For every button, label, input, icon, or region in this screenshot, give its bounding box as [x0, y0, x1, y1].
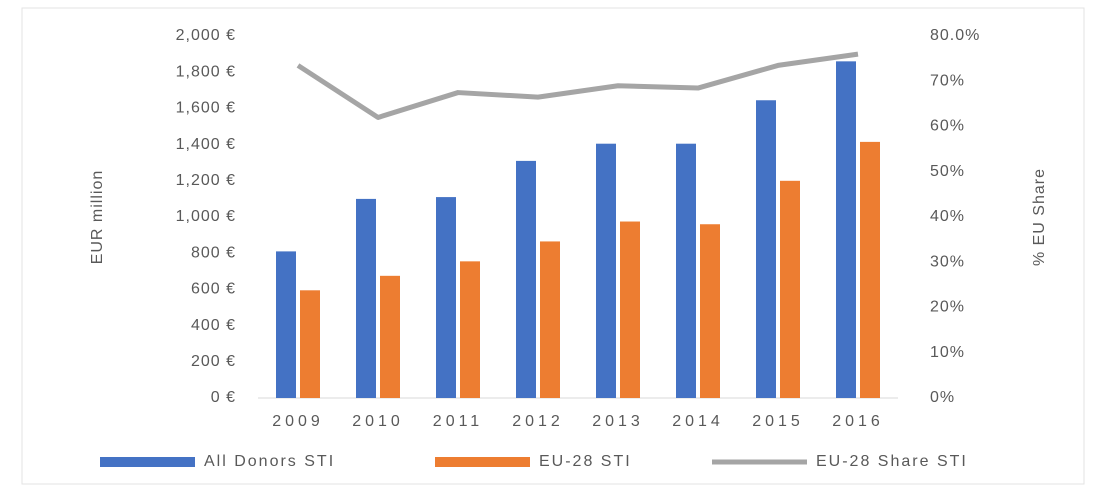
- y-tick-label: 1,000 €: [176, 208, 236, 225]
- y-tick-label: 1,800 €: [176, 63, 236, 80]
- bar: [300, 290, 320, 398]
- line: [296, 51, 859, 120]
- y-tick-label: 200 €: [191, 353, 236, 370]
- y2-tick-label: 60%: [930, 118, 965, 135]
- bar: [700, 224, 720, 398]
- y-tick-label: 0 €: [211, 389, 236, 406]
- y2-tick-label: 30%: [930, 253, 965, 270]
- bar: [516, 160, 536, 398]
- y2-axis-title: % EU Share: [1031, 168, 1048, 266]
- bar: [780, 180, 800, 398]
- x-tick-label: 2012: [512, 413, 564, 430]
- x-tick-label: 2014: [672, 413, 724, 430]
- x-tick-label: 2011: [433, 413, 483, 430]
- bar: [276, 251, 296, 398]
- y-tick-label: 400 €: [191, 317, 236, 334]
- bar: [596, 143, 616, 398]
- legend-swatch: [100, 457, 195, 467]
- bar: [356, 198, 376, 398]
- bar: [836, 61, 856, 399]
- legend-label: EU-28 Share STI: [816, 453, 968, 470]
- y-tick-label: 1,200 €: [176, 172, 236, 189]
- legend-swatch: [435, 457, 530, 467]
- y2-tick-label: 20%: [930, 299, 965, 316]
- y-tick-label: 600 €: [191, 281, 236, 298]
- y2-tick-label: 50%: [930, 163, 965, 180]
- bar: [460, 261, 480, 398]
- y2-tick-label: 40%: [930, 208, 965, 225]
- y2-tick-label: 0%: [930, 389, 955, 406]
- bar: [436, 197, 456, 398]
- x-tick-label: 2016: [832, 413, 884, 430]
- bar: [540, 241, 560, 398]
- y-tick-label: 2,000 €: [176, 27, 236, 44]
- bar: [620, 221, 640, 398]
- y2-tick-label: 10%: [930, 344, 965, 361]
- bar: [860, 141, 880, 398]
- y-tick-label: 1,400 €: [176, 136, 236, 153]
- y-tick-label: 1,600 €: [176, 100, 236, 117]
- x-tick-label: 2015: [752, 413, 804, 430]
- y2-tick-label: 70%: [930, 72, 965, 89]
- bar: [380, 275, 400, 398]
- bar: [756, 100, 776, 398]
- y-axis-title: EUR million: [89, 170, 106, 265]
- x-tick-label: 2009: [272, 413, 324, 430]
- legend-label: EU-28 STI: [539, 453, 632, 470]
- y2-tick-label: 80.0%: [930, 27, 980, 44]
- y-tick-label: 800 €: [191, 244, 236, 261]
- x-tick-label: 2013: [592, 413, 644, 430]
- x-tick-label: 2010: [352, 413, 404, 430]
- bar: [676, 143, 696, 398]
- legend-label: All Donors STI: [204, 453, 335, 470]
- chart-frame: [21, 7, 1085, 485]
